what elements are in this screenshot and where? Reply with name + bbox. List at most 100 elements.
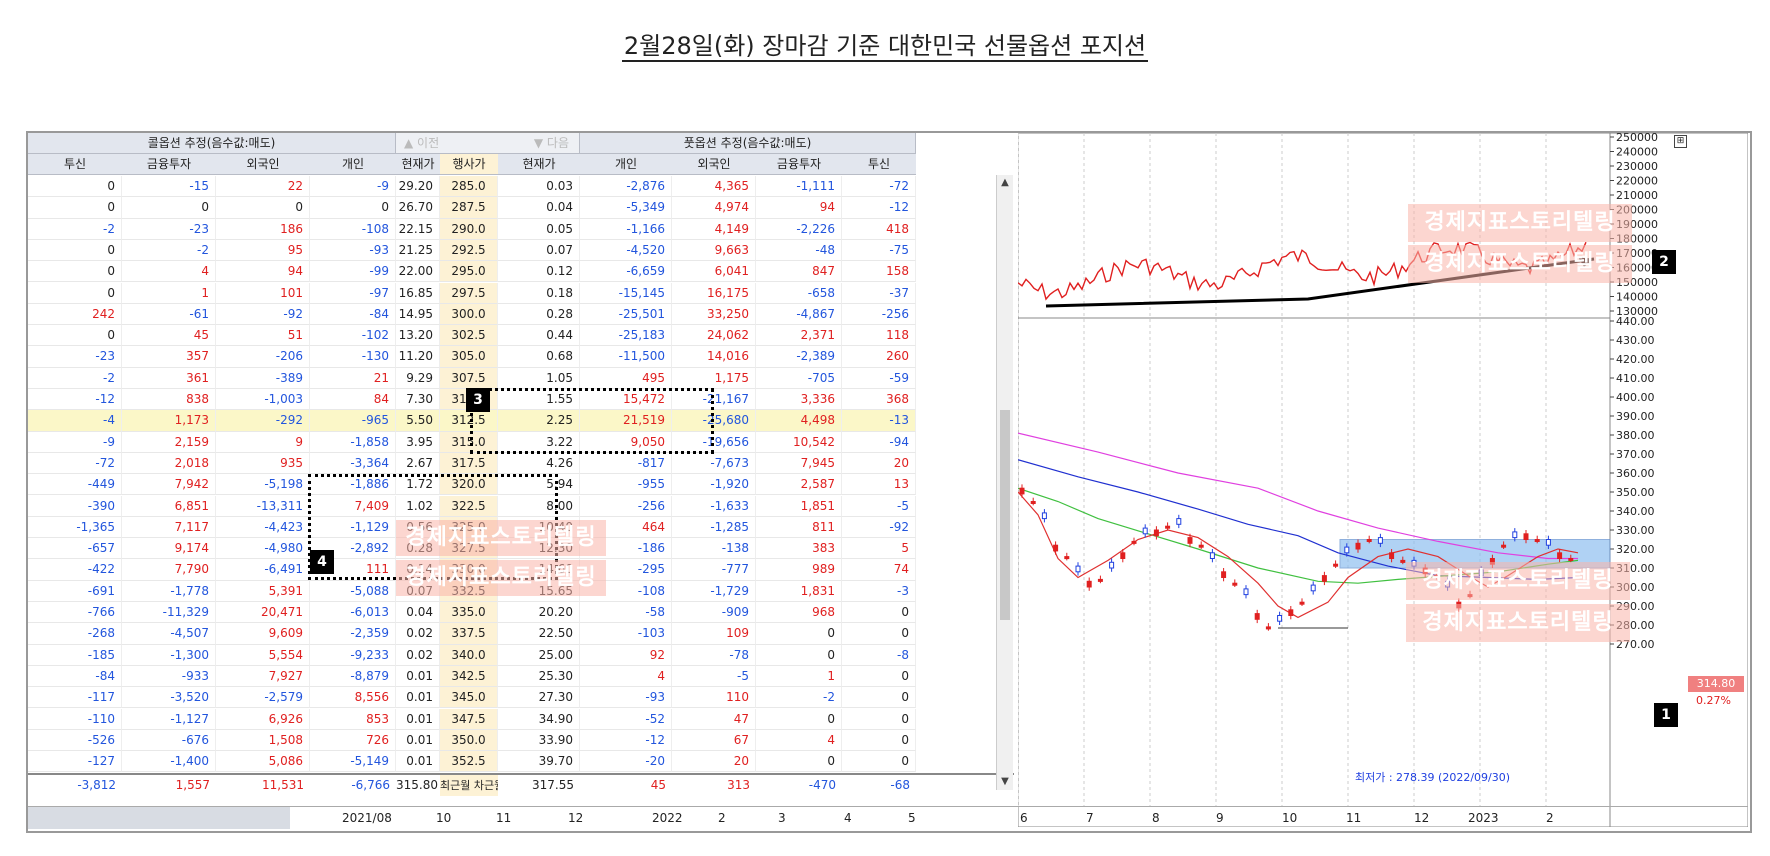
table-row[interactable]: 0 1 101 -97 16.85 297.5 0.18 -15,145 16,175 -658-… <box>28 282 1014 304</box>
cell-foreign: -19,656 <box>672 431 756 453</box>
header-price[interactable]: 현재가 <box>396 154 440 176</box>
candle-up <box>1064 556 1070 560</box>
header-call-foreign[interactable]: 외국인 <box>216 154 310 176</box>
table-x-label: 12 <box>568 811 584 825</box>
cell-price: 0.03 <box>498 176 580 198</box>
cell-foreign: 9 <box>216 431 310 453</box>
cell-fin-invest: -11,329 <box>122 602 216 624</box>
chart-settings-icon[interactable]: ⊞ <box>1674 135 1687 148</box>
lower-tick-label: 360.00 <box>1616 467 1655 480</box>
cell-foreign: 5,554 <box>216 644 310 666</box>
header-put-individual[interactable]: 개인 <box>580 154 672 176</box>
header-put-trust[interactable]: 투신 <box>842 154 916 176</box>
table-row[interactable]: -117 -3,520 -2,579 8,556 0.01 345.0 27.30 -93 11… <box>28 687 1014 709</box>
cell-trust: -691 <box>28 580 122 602</box>
cell-fin-invest: -1,111 <box>756 176 842 198</box>
cell-fin-invest: 4,498 <box>756 410 842 432</box>
cell-individual: -186 <box>580 538 672 560</box>
table-row[interactable]: 0 -15 22 -9 29.20 285.0 0.03 -2,876 4,365 -1,111-… <box>28 176 1014 198</box>
cell-individual: -103 <box>580 623 672 645</box>
cell-foreign: 33,250 <box>672 303 756 326</box>
cell-individual: -3,364 <box>310 452 396 475</box>
cell-trust: 260 <box>842 346 916 368</box>
table-row[interactable]: 0 -2 95 -93 21.25 292.5 0.07 -4,520 9,663 -48 -75 <box>28 239 1014 262</box>
watermark-chart-4: 경제지표스토리텔링 <box>1406 604 1630 642</box>
table-row[interactable]: 0 45 51 -102 13.20 302.5 0.44 -25,183 24,062 2,37… <box>28 325 1014 347</box>
scroll-down-icon[interactable]: ▼ <box>1001 776 1009 787</box>
header-call-individual[interactable]: 개인 <box>310 154 396 176</box>
cell-foreign: -909 <box>672 602 756 624</box>
table-row[interactable]: -390 6,851 -13,311 7,409 1.02 322.5 8.00 -256 -1… <box>28 495 1014 517</box>
marker-4: 4 <box>310 550 334 574</box>
prev-button[interactable]: ▲ 이전 <box>404 136 440 150</box>
table-row[interactable]: -185 -1,300 5,554 -9,233 0.02 340.0 25.00 92 -78… <box>28 644 1014 666</box>
total-individual: 45 <box>650 778 666 792</box>
header-put-foreign[interactable]: 외국인 <box>672 154 756 176</box>
cell-individual: -1,858 <box>310 431 396 453</box>
header-strike[interactable]: 행사가 <box>440 154 498 176</box>
lower-tick-label: 350.00 <box>1616 486 1655 499</box>
table-scrollbar[interactable]: ▲ ▼ <box>996 175 1013 790</box>
table-row[interactable]: 0 0 0 0 26.70 287.5 0.04 -5,349 4,974 94 -12 <box>28 197 1014 219</box>
table-row[interactable]: -2 361 -389 21 9.29 307.5 1.05 495 1,175 -705 -59 <box>28 367 1014 389</box>
total-fin-invest: 1,557 <box>175 778 210 792</box>
table-row[interactable]: -526 -676 1,508 726 0.01 350.0 33.90 -12 67 4 0 <box>28 729 1014 752</box>
candle-up <box>1288 609 1294 616</box>
cell-individual: 21 <box>310 367 396 389</box>
cell-foreign: -206 <box>216 346 310 368</box>
cell-fin-invest: 357 <box>122 346 216 368</box>
table-row[interactable]: -2 -23 186 -108 22.15 290.0 0.05 -1,166 4,149 -2,… <box>28 218 1014 240</box>
cell-trust: 242 <box>28 303 122 326</box>
header-put-fin-invest[interactable]: 금융투자 <box>756 154 842 176</box>
cell-price: 0.05 <box>498 218 580 240</box>
ma-pink-line <box>1018 432 1578 560</box>
cell-individual: 8,556 <box>310 687 396 709</box>
scroll-thumb[interactable] <box>1000 410 1010 620</box>
header-call-fin-invest[interactable]: 금융투자 <box>122 154 216 176</box>
change-percent: 0.27% <box>1696 694 1731 707</box>
candle-up <box>1557 552 1563 559</box>
header-price[interactable]: 현재가 <box>498 154 580 176</box>
next-button[interactable]: ▼ 다음 <box>533 136 569 150</box>
upper-tick-label: 230000 <box>1616 160 1658 173</box>
cell-foreign: 935 <box>216 452 310 475</box>
cell-price: 34.90 <box>498 708 580 730</box>
candle-up <box>1355 542 1361 550</box>
header-call-trust[interactable]: 투신 <box>28 154 122 176</box>
table-row[interactable]: -766 -11,329 20,471 -6,013 0.04 335.0 20.20 -58… <box>28 602 1014 624</box>
cell-fin-invest: -1,127 <box>122 708 216 730</box>
cell-foreign: -1,920 <box>672 474 756 496</box>
cell-trust: 418 <box>842 218 916 240</box>
table-row[interactable]: -72 2,018 935 -3,364 2.67 317.5 4.26 -817 -7,673… <box>28 452 1014 475</box>
cell-foreign: -25,680 <box>672 410 756 432</box>
table-row[interactable]: -84 -933 7,927 -8,879 0.01 342.5 25.30 4 -5 1 0 <box>28 665 1014 688</box>
watermark-chart-2: 경제지표스토리텔링 <box>1408 245 1632 283</box>
cell-fin-invest: 1,831 <box>756 580 842 602</box>
table-row[interactable]: -110 -1,127 6,926 853 0.01 347.5 34.90 -52 47 0 0 <box>28 708 1014 730</box>
cell-foreign: 22 <box>216 176 310 198</box>
table-x-label: 3 <box>778 811 786 825</box>
cell-price: 1.05 <box>498 367 580 389</box>
table-row[interactable]: -127 -1,400 5,086 -5,149 0.01 352.5 39.70 -20 20… <box>28 751 1014 773</box>
cell-price: 25.30 <box>498 665 580 688</box>
cell-foreign: 47 <box>672 708 756 730</box>
upper-tick-label: 210000 <box>1616 189 1658 202</box>
cell-foreign: 4,365 <box>672 176 756 198</box>
candle-up <box>1299 601 1305 605</box>
cell-foreign: 4,974 <box>672 197 756 219</box>
table-row[interactable]: -268 -4,507 9,609 -2,359 0.02 337.5 22.50 -103 1… <box>28 623 1014 645</box>
upper-tick-label: 250000 <box>1616 133 1658 144</box>
cell-foreign: -1,003 <box>216 389 310 411</box>
cell-foreign: -4,423 <box>216 516 310 539</box>
table-row[interactable]: 242 -61 -92 -84 14.95 300.0 0.28 -25,501 33,250-… <box>28 303 1014 326</box>
cell-trust: 0 <box>842 687 916 709</box>
cell-price: 5.94 <box>498 474 580 496</box>
table-row[interactable]: -23 357 -206 -130 11.20 305.0 0.68 -11,500 14,01… <box>28 346 1014 368</box>
put-group-header: 풋옵션 추정(음수값:매도) <box>580 133 916 155</box>
table-row[interactable]: -9 2,159 9 -1,858 3.95 315.0 3.22 9,050 -19,656 1… <box>28 431 1014 453</box>
table-row[interactable]: 0 4 94 -99 22.00 295.0 0.12 -6,659 6,041 847 158 <box>28 261 1014 283</box>
scroll-up-icon[interactable]: ▲ <box>1001 177 1009 188</box>
table-row[interactable]: -4 1,173 -292 -965 5.50 312.5 2.25 21,519 -25,68… <box>28 410 1014 432</box>
cell-fin-invest: -2,226 <box>756 218 842 240</box>
table-horizontal-scroll[interactable] <box>28 806 290 829</box>
